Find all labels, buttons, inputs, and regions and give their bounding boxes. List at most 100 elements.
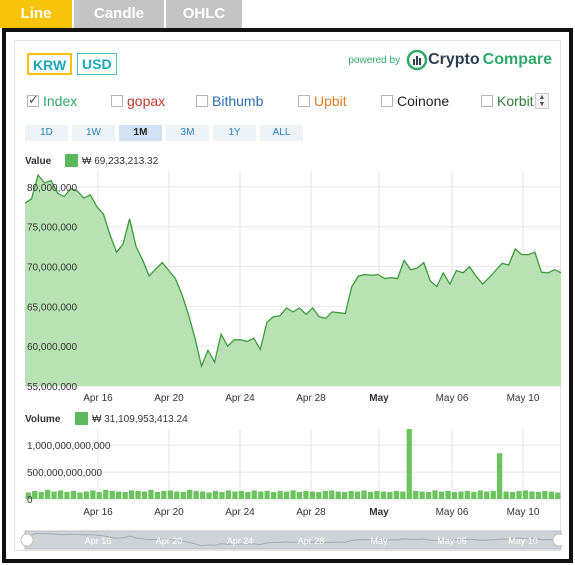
range-navigator[interactable]: Apr 16 Apr 20 Apr 24 Apr 28 May May 06 May 10 [20,530,562,550]
volume-bar[interactable] [38,492,44,499]
volume-bar[interactable] [309,491,315,500]
volume-bar[interactable] [458,491,464,500]
volume-bar[interactable] [238,490,244,499]
volume-bar[interactable] [290,490,296,499]
exchange-toggle-bithumb[interactable]: Bithumb [196,91,263,111]
checkbox-icon[interactable] [298,95,310,107]
volume-bar[interactable] [122,492,128,499]
volume-bar[interactable] [503,491,509,500]
range-1d-button[interactable]: 1D [25,125,68,141]
volume-bar[interactable] [516,490,522,499]
volume-bar[interactable] [245,492,251,499]
volume-bar[interactable] [174,491,180,500]
volume-bar[interactable] [348,490,354,499]
value-series-line[interactable] [24,173,562,369]
volume-bar[interactable] [271,492,277,499]
volume-bar[interactable] [477,490,483,499]
tab-line[interactable]: Line [0,0,72,28]
volume-bar[interactable] [141,491,148,500]
volume-bar[interactable] [387,492,393,499]
range-all-button[interactable]: ALL [260,125,303,141]
volume-bar[interactable] [206,492,212,500]
volume-bar[interactable] [264,490,270,499]
volume-bar[interactable] [296,492,303,499]
volume-bar[interactable] [90,490,96,499]
exchange-toggle-index[interactable]: Index [27,91,77,111]
volume-bar[interactable] [109,490,115,499]
volume-bar[interactable] [32,490,38,499]
range-1m-button[interactable]: 1M [119,125,162,141]
volume-bar[interactable] [57,490,64,499]
volume-bar[interactable] [419,491,425,500]
volume-bar[interactable] [451,492,458,499]
volume-bar[interactable] [406,429,412,499]
navigator-right-handle-icon[interactable] [552,533,562,547]
checkbox-icon[interactable] [381,95,393,107]
volume-legend-swatch[interactable] [75,412,88,425]
volume-bar[interactable] [212,490,219,499]
range-3m-button[interactable]: 3M [166,125,209,141]
exchange-toggle-korbit[interactable]: Korbit [481,91,534,111]
currency-krw-button[interactable]: KRW [27,53,73,75]
volume-bar[interactable] [316,492,322,499]
volume-bar[interactable] [200,491,206,500]
navigator-left-handle-icon[interactable] [20,533,34,547]
volume-bar[interactable] [83,491,89,500]
volume-bar[interactable] [116,491,122,500]
volume-bar[interactable] [70,490,77,499]
volume-bar[interactable] [509,492,516,499]
range-1y-button[interactable]: 1Y [213,125,256,141]
checkbox-checked-icon[interactable] [27,92,39,108]
value-legend-swatch[interactable] [65,154,78,167]
tab-candle[interactable]: Candle [74,0,164,28]
volume-bar[interactable] [413,490,419,499]
volume-bar[interactable] [258,491,264,500]
volume-bar[interactable] [438,491,445,500]
volume-bar[interactable] [161,490,167,499]
exchange-toggle-gopax[interactable]: gopax [111,91,165,111]
volume-bar[interactable] [167,490,173,499]
volume-bar[interactable] [400,491,406,500]
volume-bar[interactable] [103,489,109,499]
volume-bar[interactable] [219,492,225,499]
volume-bar[interactable] [335,491,341,500]
volume-bar[interactable] [484,491,490,500]
volume-bar[interactable] [542,490,548,499]
currency-usd-button[interactable]: USD [77,53,117,75]
volume-bar[interactable] [77,492,83,500]
volume-bar[interactable] [555,492,561,500]
volume-bar[interactable] [535,492,542,499]
volume-bar[interactable] [367,492,374,499]
volume-bar[interactable] [187,489,193,499]
volume-bar[interactable] [283,491,290,500]
checkbox-icon[interactable] [481,95,493,107]
volume-bar[interactable] [529,491,535,500]
volume-bar[interactable] [497,453,503,499]
volume-bar[interactable] [25,492,31,500]
exchange-toggle-upbit[interactable]: Upbit [298,91,347,111]
volume-bar[interactable] [154,492,161,499]
volume-bar[interactable] [128,490,135,499]
volume-bar[interactable] [380,491,387,500]
volume-bar[interactable] [225,490,232,499]
volume-bar[interactable] [426,492,432,499]
volume-bar[interactable] [445,490,451,499]
volume-bar[interactable] [232,491,238,500]
volume-bar[interactable] [361,490,367,499]
checkbox-icon[interactable] [196,95,208,107]
volume-bar[interactable] [251,490,257,499]
volume-bar[interactable] [464,490,470,499]
tab-ohlc[interactable]: OHLC [166,0,242,28]
range-1w-button[interactable]: 1W [72,125,115,141]
volume-bar[interactable] [548,491,554,500]
exchange-toggle-coinone[interactable]: Coinone [381,91,449,111]
volume-bar[interactable] [471,492,477,499]
checkbox-icon[interactable] [111,95,123,107]
volume-bar[interactable] [490,490,496,499]
volume-bar[interactable] [180,492,186,499]
volume-bar[interactable] [148,489,154,499]
volume-bar[interactable] [342,492,348,499]
volume-bar[interactable] [393,490,399,499]
exchange-scroll-arrows-icon[interactable]: ▲ ▼ [535,93,549,109]
volume-bar[interactable] [277,490,283,499]
